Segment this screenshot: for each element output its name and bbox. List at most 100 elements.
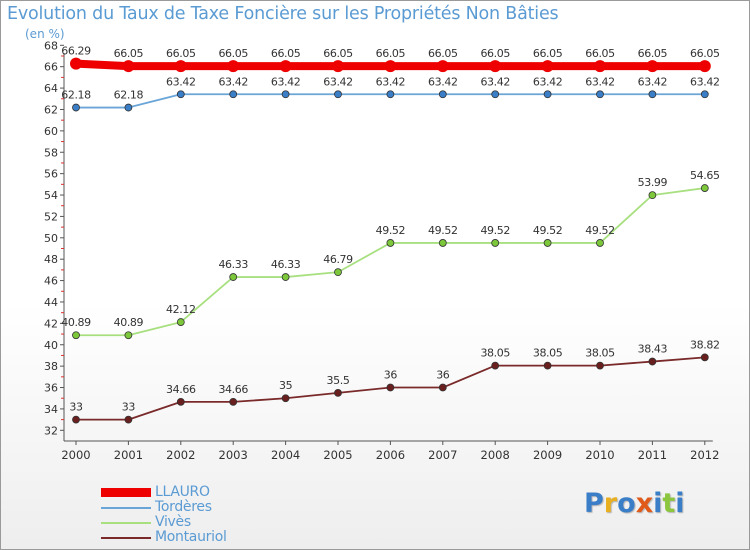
data-label: 66.05 — [638, 47, 668, 60]
data-label: 46.33 — [218, 258, 248, 271]
y-tick-label: 48 — [44, 253, 58, 266]
logo-letter: i — [653, 488, 663, 519]
legend-item: Vivès — [101, 515, 227, 530]
data-label: 63.42 — [376, 75, 406, 88]
data-point — [543, 90, 552, 99]
data-point — [491, 239, 500, 247]
data-label: 63.42 — [480, 75, 510, 88]
data-point — [124, 415, 133, 424]
data-point — [70, 57, 82, 70]
data-label: 63.42 — [271, 75, 301, 88]
x-tick-label: 2005 — [323, 448, 352, 462]
data-label: 63.42 — [638, 75, 668, 88]
data-label: 66.05 — [271, 47, 301, 60]
x-tick-label: 2010 — [585, 448, 614, 462]
data-point — [543, 361, 552, 370]
x-tick-label: 2012 — [690, 448, 719, 462]
data-point — [334, 388, 342, 397]
y-tick-label: 62 — [44, 103, 58, 116]
data-point — [229, 273, 238, 281]
data-point — [386, 90, 395, 99]
data-label: 35 — [279, 379, 293, 392]
y-tick-label: 56 — [44, 168, 58, 181]
legend-swatch — [101, 506, 151, 509]
data-label: 63.42 — [218, 75, 248, 88]
data-label: 36 — [436, 369, 450, 382]
data-label: 36 — [384, 369, 398, 382]
legend-label: Tordères — [155, 499, 212, 515]
data-label: 40.89 — [61, 316, 91, 329]
x-tick-label: 2007 — [428, 448, 457, 462]
data-label: 66.05 — [585, 47, 615, 60]
data-label: 46.79 — [323, 253, 353, 266]
data-point — [334, 90, 342, 99]
x-tick-label: 2001 — [114, 448, 143, 462]
y-tick-label: 32 — [44, 424, 58, 437]
data-point — [384, 60, 397, 73]
data-label: 46.33 — [271, 258, 301, 271]
data-label: 33 — [122, 401, 136, 414]
legend-label: Montauriol — [155, 529, 227, 545]
y-tick-label: 58 — [44, 146, 58, 159]
proxiti-logo: Proxiti — [584, 488, 685, 519]
data-point — [72, 415, 80, 424]
data-label: 49.52 — [376, 224, 406, 237]
data-label: 49.52 — [585, 224, 615, 237]
data-point — [229, 397, 238, 406]
data-label: 63.42 — [166, 75, 196, 88]
data-point — [334, 268, 342, 277]
y-tick-label: 68 — [44, 39, 58, 52]
data-point — [438, 239, 447, 247]
chart-title: Evolution du Taux de Taxe Foncière sur l… — [7, 4, 559, 24]
data-label: 34.66 — [166, 383, 196, 396]
data-label: 63.42 — [533, 75, 563, 88]
x-tick-label: 2011 — [638, 448, 667, 462]
data-point — [229, 90, 238, 99]
data-point — [646, 60, 659, 73]
data-point — [122, 60, 135, 73]
data-point — [72, 331, 80, 340]
data-point — [594, 60, 606, 73]
data-label: 66.05 — [376, 47, 406, 60]
data-label: 66.05 — [428, 47, 458, 60]
data-label: 62.18 — [114, 89, 144, 102]
data-label: 38.43 — [638, 343, 668, 356]
data-label: 38.05 — [533, 347, 563, 360]
data-label: 66.29 — [61, 45, 91, 58]
data-label: 63.42 — [585, 75, 615, 88]
data-label: 63.42 — [323, 75, 353, 88]
data-label: 66.05 — [166, 47, 196, 60]
y-tick-label: 64 — [44, 82, 58, 95]
data-label: 35.5 — [327, 374, 350, 387]
logo-letter: i — [675, 488, 685, 519]
legend-swatch — [101, 488, 151, 497]
data-point — [700, 184, 709, 192]
data-label: 53.99 — [638, 176, 668, 189]
data-label: 54.65 — [690, 169, 720, 182]
legend-swatch — [101, 521, 151, 524]
y-tick-label: 36 — [44, 382, 58, 395]
legend: LLAURO Tordères Vivès Montauriol — [101, 485, 227, 545]
x-tick-label: 2009 — [533, 448, 562, 462]
y-tick-label: 38 — [44, 360, 58, 373]
data-point — [541, 60, 554, 73]
data-label: 34.66 — [218, 383, 248, 396]
data-point — [176, 318, 185, 326]
data-label: 38.05 — [585, 347, 615, 360]
data-point — [281, 273, 290, 281]
logo-letter: P — [584, 488, 604, 519]
data-label: 62.18 — [61, 89, 91, 102]
legend-label: Vivès — [155, 514, 191, 530]
data-point — [489, 60, 502, 73]
x-tick-label: 2002 — [166, 448, 195, 462]
y-tick-label: 54 — [44, 189, 58, 202]
data-point — [176, 397, 185, 406]
data-label: 66.05 — [114, 47, 144, 60]
data-point — [491, 90, 500, 99]
x-tick-label: 2000 — [61, 448, 90, 462]
x-tick-label: 2006 — [376, 448, 405, 462]
data-point — [700, 90, 709, 99]
data-label: 33 — [69, 401, 83, 414]
